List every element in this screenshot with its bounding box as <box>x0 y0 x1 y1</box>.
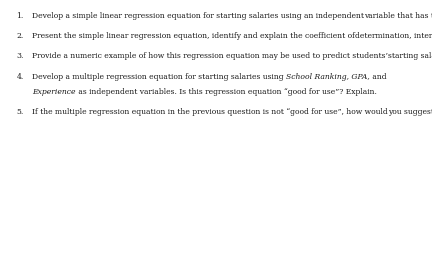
Text: Provide a numeric example of how this regression equation may be used to predict: Provide a numeric example of how this re… <box>32 52 388 60</box>
Text: variable that has the closest relationship with the salaries. Explain how you ch: variable that has the closest relationsh… <box>365 12 432 20</box>
Text: If the multiple regression equation in the previous question is not “good for us: If the multiple regression equation in t… <box>32 108 388 116</box>
Text: 2.: 2. <box>16 32 24 40</box>
Text: starting salaries.: starting salaries. <box>388 52 432 60</box>
Text: Experience: Experience <box>32 88 76 96</box>
Text: 3.: 3. <box>16 52 24 60</box>
Text: you suggest improving this multiple regression equation? Present the improved mu: you suggest improving this multiple regr… <box>388 108 432 116</box>
Text: determination, intercept and regression coefficient, and significance of F-test.: determination, intercept and regression … <box>355 32 432 40</box>
Text: as independent variables. Is this regression equation “good for use”? Explain.: as independent variables. Is this regres… <box>76 88 377 96</box>
Text: 5.: 5. <box>16 108 24 116</box>
Text: 1.: 1. <box>16 12 24 20</box>
Text: Develop a multiple regression equation for starting salaries using: Develop a multiple regression equation f… <box>32 73 286 81</box>
Text: 4.: 4. <box>16 73 24 81</box>
Text: School Ranking, GPA,: School Ranking, GPA, <box>286 73 370 81</box>
Text: and: and <box>370 73 387 81</box>
Text: Present the simple linear regression equation, identify and explain the coeffici: Present the simple linear regression equ… <box>32 32 355 40</box>
Text: Develop a simple linear regression equation for starting salaries using an indep: Develop a simple linear regression equat… <box>32 12 365 20</box>
